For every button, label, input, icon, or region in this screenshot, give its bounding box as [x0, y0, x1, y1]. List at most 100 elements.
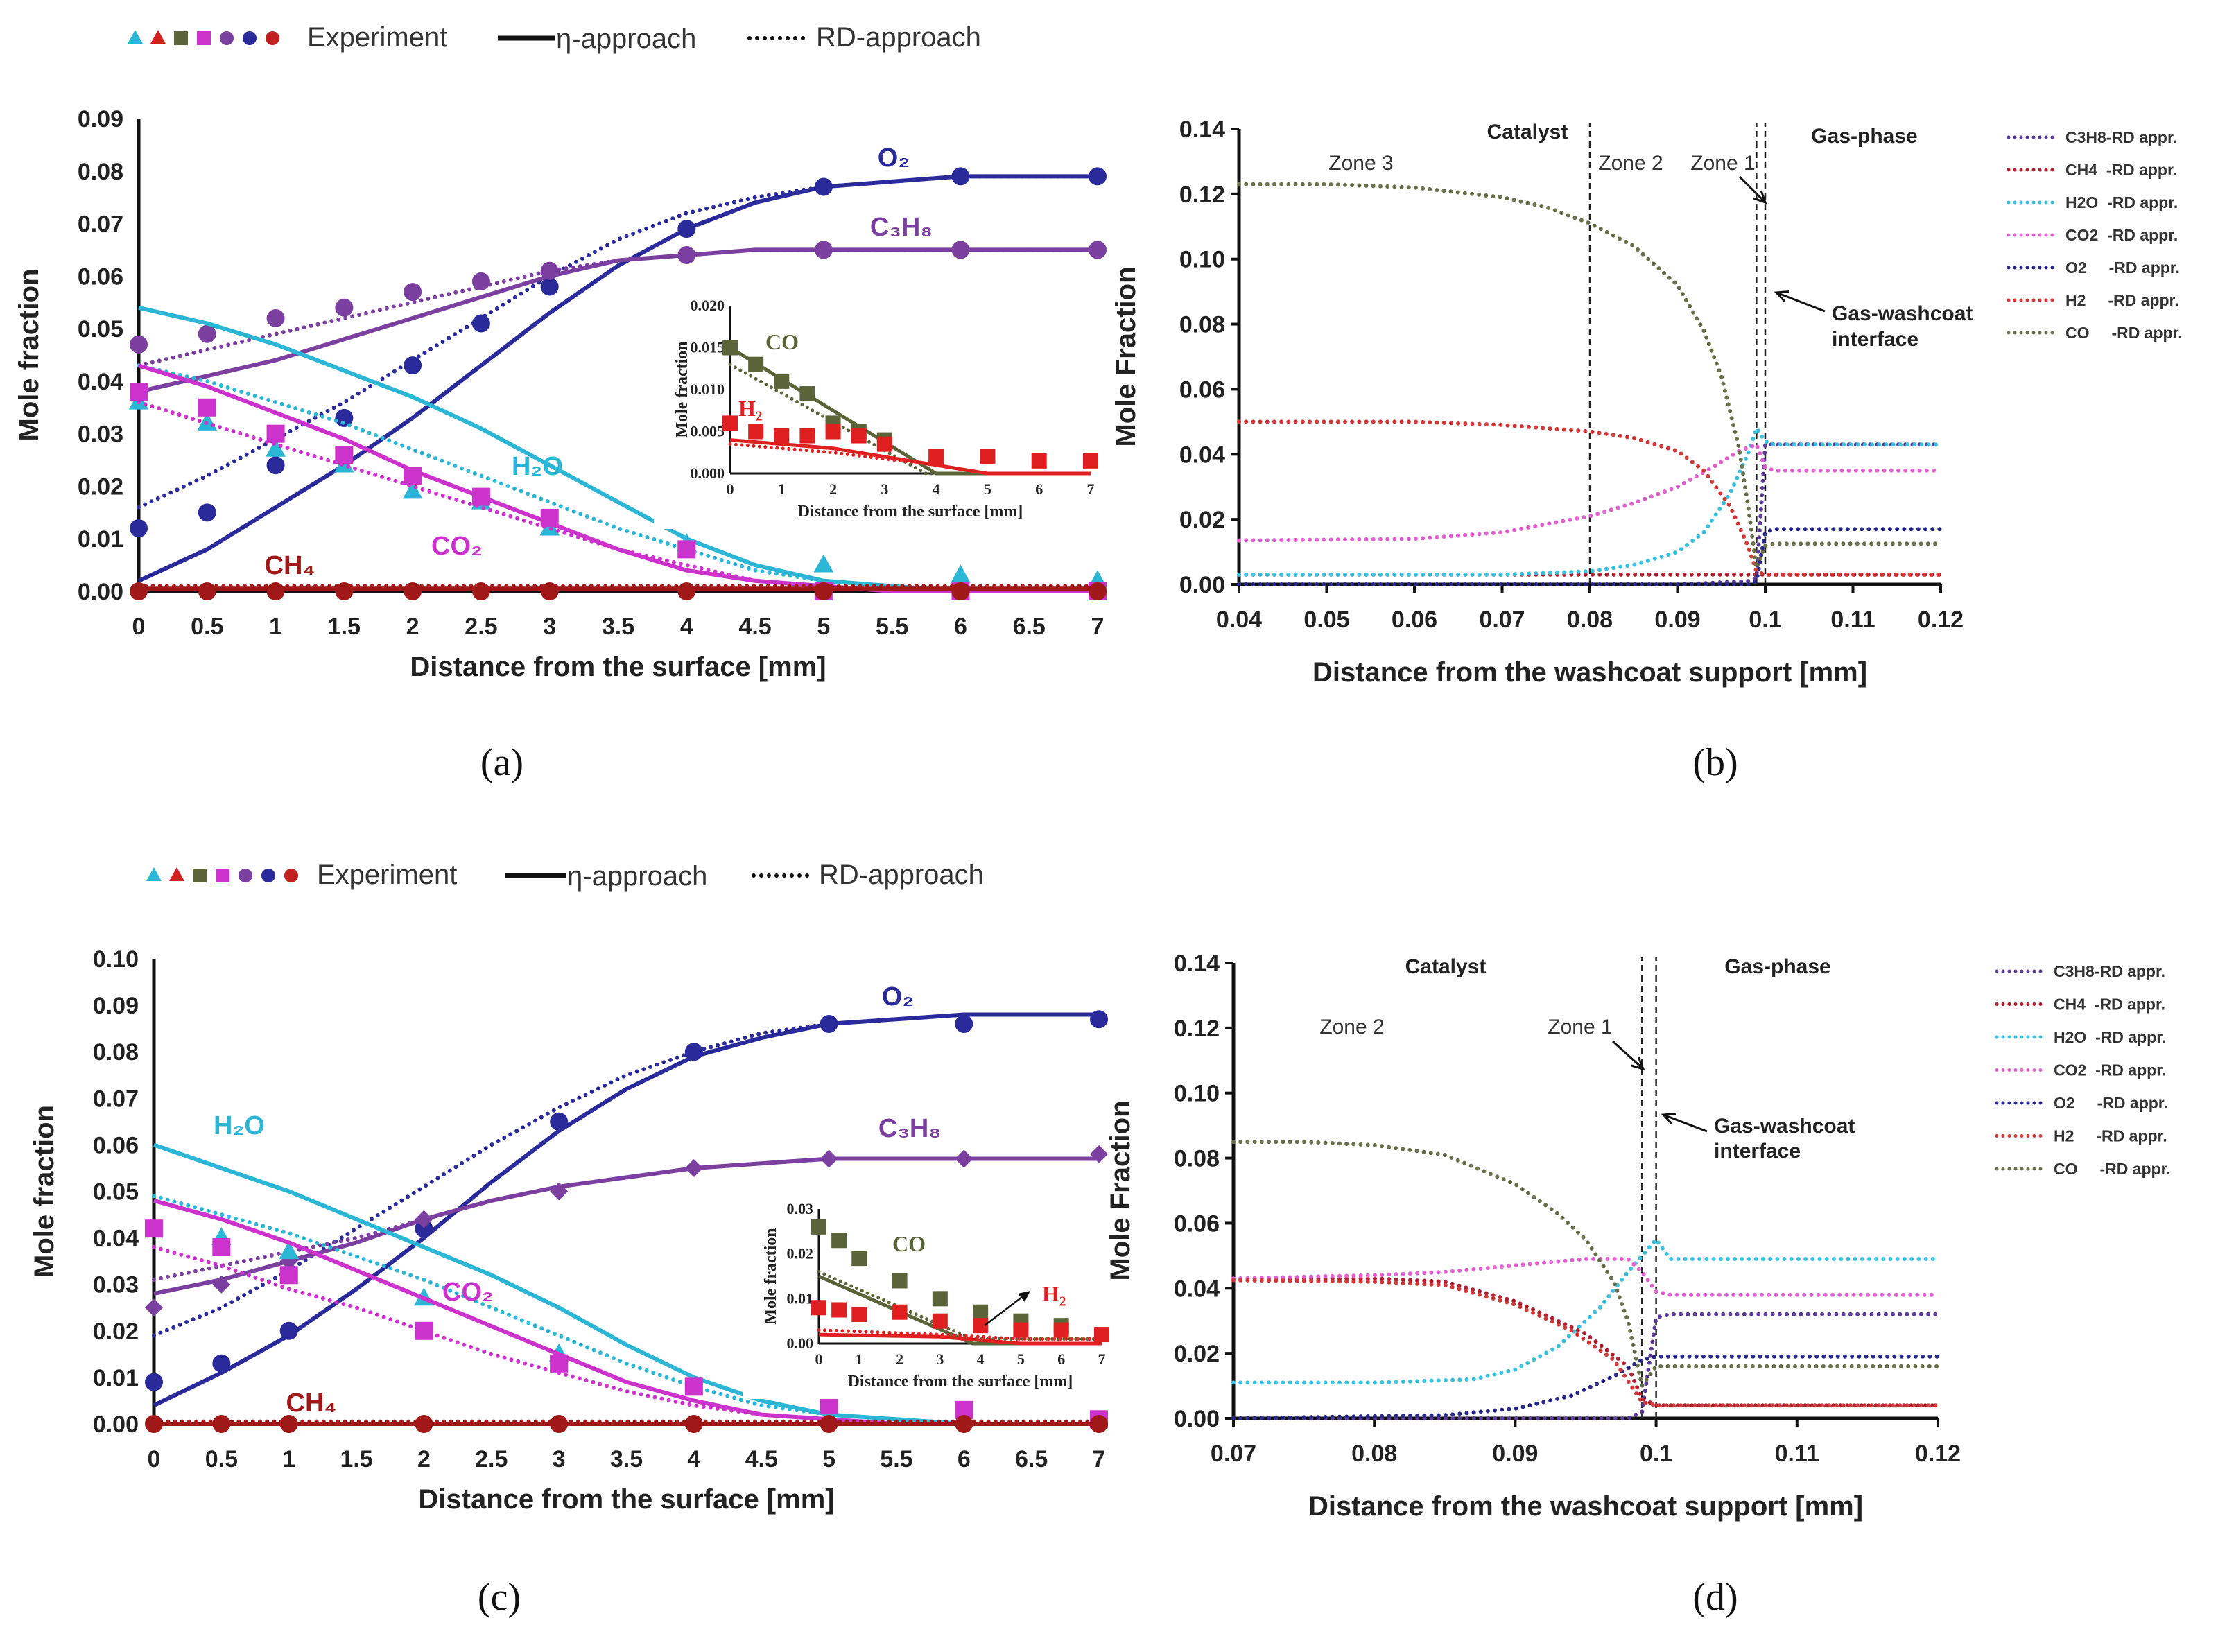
y-tick-label: 0.000: [691, 464, 725, 482]
x-tick-label: 0.08: [1567, 607, 1613, 633]
x-tick-label: 3: [936, 1350, 944, 1368]
inset-experiment-point-h2: [799, 428, 815, 444]
y-tick-label: 0.06: [1174, 1210, 1220, 1237]
y-tick-label: 0.10: [1174, 1081, 1220, 1107]
experiment-point-co2: [677, 540, 696, 559]
y-tick-label: 0.14: [1179, 116, 1225, 143]
y-tick-label: 0.12: [1179, 182, 1225, 208]
y-axis-title: Mole Fraction: [1111, 266, 1141, 446]
experiment-point-c3h8: [266, 308, 285, 327]
x-tick-label: 0.11: [1775, 1441, 1819, 1467]
eta-line-co2: [138, 363, 1098, 593]
y-tick-label: 0.10: [93, 946, 139, 973]
experiment-point-o2: [198, 503, 216, 522]
experiment-point-o2: [279, 1321, 298, 1340]
inset-experiment-point-h2: [831, 1302, 847, 1318]
experiment-point-o2: [684, 1043, 703, 1061]
experiment-point-o2: [1090, 1010, 1108, 1029]
x-tick-label: 0: [815, 1350, 823, 1368]
x-tick-label: 5.5: [880, 1446, 912, 1472]
y-tick-label: 0.03: [93, 1272, 139, 1298]
y-tick-label: 0.00: [78, 579, 123, 605]
x-tick-label: 0.06: [1392, 607, 1437, 633]
series-label-h2o: H₂O: [214, 1111, 265, 1140]
inset-background: [743, 1195, 1116, 1399]
experiment-point-o2: [335, 408, 354, 427]
annotation-label: Zone 2: [1319, 1016, 1384, 1038]
x-tick-label: 0.09: [1654, 607, 1700, 633]
experiment-point-co2: [550, 1354, 569, 1373]
panel-d: 0.07 0.08 0.09 0.1 0.11 0.12 0.00 0.02 0.04 0.06 0…: [1105, 950, 2171, 1619]
annotation-label: Zone 1: [1690, 152, 1755, 175]
rd-line-h2: [1237, 419, 1943, 577]
x-tick-label: 5: [1017, 1350, 1025, 1368]
inset-chart: 0 1 2 3 4 5 6 7 0.00 0.01 0.02 0.03 Distance from th…: [743, 1195, 1116, 1399]
inset-experiment-point-h2: [722, 415, 738, 431]
inset-experiment-point-co: [799, 386, 815, 402]
inset-experiment-point-h2: [748, 424, 764, 440]
arrow-head-icon: [1661, 1112, 1677, 1125]
y-tick-label: 0.08: [1174, 1146, 1220, 1172]
y-tick-label: 0.06: [93, 1132, 139, 1158]
experiment-point-co2: [684, 1377, 703, 1396]
y-tick-label: 0.010: [691, 381, 725, 398]
experiment-point-ch4: [814, 582, 833, 600]
experiment-point-o2: [951, 167, 970, 186]
experiment-point-o2: [404, 356, 422, 375]
annotation-label: interface: [1832, 328, 1918, 351]
y-axis-title: Mole fraction: [29, 1105, 60, 1278]
x-tick-label: 6: [958, 1446, 971, 1472]
y-tick-label: 0.03: [78, 421, 123, 448]
x-tick-label: 1.5: [340, 1446, 372, 1472]
rd-line-o2: [1231, 1354, 1940, 1420]
annotation-label: Zone 2: [1598, 152, 1663, 175]
x-tick-label: 7: [1087, 480, 1095, 498]
experiment-point-co2: [266, 424, 285, 443]
experiment-point-o2: [814, 177, 833, 196]
experiment-point-c3h8: [951, 241, 970, 259]
experiment-point-o2: [212, 1354, 231, 1373]
experiment-point-o2: [1089, 167, 1107, 186]
x-tick-label: 4: [680, 614, 693, 640]
experiment-point-co2: [820, 1396, 838, 1415]
experiment-point-ch4: [145, 1415, 163, 1433]
series-label-c3h8: C₃H₈: [870, 213, 933, 242]
inset-arrow-head-icon: [1018, 1291, 1030, 1302]
inset-rd-line-co: [728, 363, 1093, 476]
experiment-point-c3h8: [145, 1298, 163, 1317]
annotation-arrow-line: [1776, 291, 1826, 313]
legend-label-c3h8: C3H8-RD appr.: [2054, 962, 2165, 980]
legend-label-ch4: CH4 -RD appr.: [2065, 161, 2177, 179]
rd-line-h2o: [152, 1194, 1101, 1426]
inset-chart: 0 1 2 3 4 5 6 7 0.000 0.005 0.010 0.015 0.020 Distanc…: [654, 292, 1104, 529]
experiment-point-h2o: [951, 564, 971, 583]
arrow-head-icon: [1753, 190, 1767, 205]
legend-rd-label: RD-approach: [816, 22, 981, 53]
y-tick-label: 0.07: [93, 1086, 139, 1112]
legend-label-h2: H2 -RD appr.: [2065, 291, 2179, 309]
y-tick-label: 0.14: [1174, 950, 1220, 977]
eta-line-c3h8: [153, 1156, 1099, 1296]
x-tick-label: 0.1: [1749, 607, 1781, 633]
experiment-point-c3h8: [540, 261, 559, 280]
legend-experiment-label: Experiment: [307, 22, 447, 53]
experiment-point-ch4: [820, 1415, 838, 1433]
x-tick-label: 0: [148, 1446, 161, 1472]
x-tick-label: 3: [553, 1446, 566, 1472]
eta-line-o2: [137, 174, 1098, 583]
experiment-point-co2: [404, 467, 422, 485]
y-tick-label: 0.01: [78, 526, 123, 553]
x-tick-label: 7: [1091, 614, 1104, 640]
y-tick-label: 0.02: [787, 1245, 814, 1262]
experiment-point-ch4: [684, 1415, 703, 1433]
series-label-co2: CO₂: [431, 532, 483, 561]
experiment-point-c3h8: [814, 241, 833, 259]
panel-label: (a): [480, 741, 523, 784]
experiment-point-c3h8: [198, 324, 216, 343]
y-axis-title: Mole fraction: [673, 341, 691, 437]
legend-marker-square: [174, 31, 188, 45]
y-axis-title: Mole Fraction: [1105, 1100, 1136, 1280]
x-tick-label: 4: [933, 480, 940, 498]
series-ch4: CH₄: [130, 551, 1107, 600]
inset-experiment-point-co: [831, 1233, 847, 1249]
